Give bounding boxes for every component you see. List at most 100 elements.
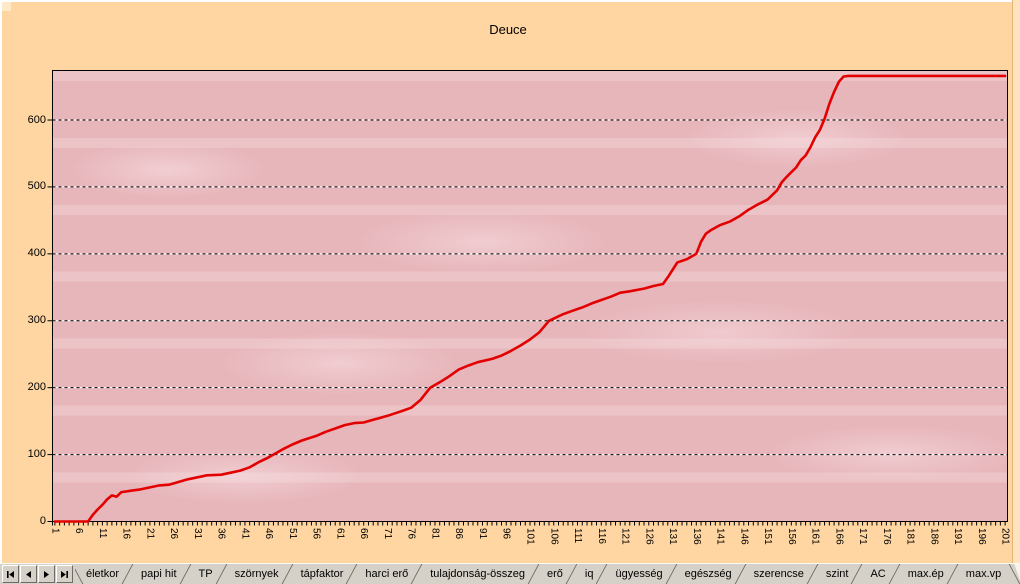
- sheet-tab-er-[interactable]: erő: [536, 564, 578, 584]
- sheet-tab-max-p[interactable]: max.ép: [897, 564, 959, 584]
- x-axis-label: 156: [785, 527, 797, 545]
- sheet-tab-eg-szs-g[interactable]: egészség: [674, 564, 746, 584]
- tab-scroll-buttons: [0, 564, 75, 584]
- sheet-tab--gyess-g[interactable]: ügyesség: [604, 564, 677, 584]
- x-axis-label: 96: [500, 527, 512, 539]
- x-axis-label: 166: [833, 527, 845, 545]
- sheet-tab-label: iq: [584, 568, 594, 580]
- x-axis-label: 31: [191, 527, 203, 539]
- x-axis-label: 61: [334, 527, 346, 539]
- plot-area[interactable]: [53, 71, 1007, 521]
- last-sheet-button[interactable]: [56, 565, 73, 583]
- x-axis-label: 26: [168, 527, 180, 539]
- x-axis-label: 121: [619, 527, 631, 545]
- chart-canvas: [47, 70, 1008, 526]
- sheet-tab-label: ügyesség: [615, 568, 663, 580]
- first-sheet-button[interactable]: [2, 565, 19, 583]
- sheet-tab-papi-hit[interactable]: papi hit: [130, 564, 191, 584]
- sheet-tab-harci-er-[interactable]: harci erő: [354, 564, 423, 584]
- previous-sheet-icon: [26, 570, 31, 578]
- y-axis-label: 300: [27, 314, 46, 327]
- sheet-tab-t-pfaktor[interactable]: tápfaktor: [290, 564, 358, 584]
- sheet-tab-ac[interactable]: AC: [859, 564, 901, 584]
- x-axis-label: 76: [405, 527, 417, 539]
- sheet-tab-label: max.ép: [907, 568, 944, 580]
- x-axis-label: 186: [928, 527, 940, 545]
- x-axis-label: 101: [524, 527, 536, 545]
- x-axis-label: 46: [263, 527, 275, 539]
- x-axis-label: 161: [809, 527, 821, 545]
- sheet-tab-max-vp[interactable]: max.vp: [955, 564, 1012, 584]
- next-sheet-icon: [44, 570, 49, 578]
- sheet-tab--letkor[interactable]: életkor: [75, 564, 134, 584]
- sheet-tab-bar: életkor papi hit TP szörnyek tápfaktor harci …: [0, 563, 1020, 584]
- sheet-tab-label: TP: [198, 568, 213, 580]
- x-axis-label: 36: [215, 527, 227, 539]
- x-axis-label: 41: [239, 527, 251, 539]
- x-axis-label: 176: [880, 527, 892, 545]
- x-axis-label: 141: [714, 527, 726, 545]
- y-axis-label: 600: [27, 113, 46, 126]
- x-axis-label: 191: [952, 527, 964, 545]
- x-axis-label: 111: [572, 527, 583, 543]
- x-axis-label: 106: [548, 527, 560, 545]
- chart-title: Deuce: [489, 22, 527, 37]
- x-axis-label: 196: [975, 527, 987, 545]
- y-axis-label: 200: [27, 381, 46, 394]
- sheet-tab-label: tápfaktor: [300, 568, 344, 580]
- sheet-tab-label: erő: [547, 568, 563, 580]
- x-axis-label: 6: [73, 527, 85, 534]
- x-axis-label: 51: [286, 527, 298, 539]
- x-axis-label: 66: [358, 527, 370, 539]
- x-axis-label: 21: [144, 527, 156, 539]
- x-axis-label: 136: [690, 527, 702, 545]
- tab-edge: [75, 564, 84, 584]
- x-axis-label: 71: [381, 527, 393, 539]
- sheet-tab-tulajdons-g-sszeg[interactable]: tulajdonság-összeg: [419, 564, 540, 584]
- sheet-tab-label: harci erő: [365, 568, 409, 580]
- y-axis-label: 0: [39, 515, 46, 527]
- previous-sheet-button[interactable]: [20, 565, 37, 583]
- x-axis-label: 16: [120, 527, 132, 539]
- x-axis-label: 201: [999, 527, 1011, 545]
- first-sheet-icon: [7, 570, 14, 578]
- x-axis-label: 146: [738, 527, 750, 545]
- y-axis-label: 100: [27, 448, 46, 461]
- x-axis-label: 1: [49, 527, 61, 534]
- y-axis-label: 500: [27, 180, 46, 193]
- chart-area[interactable]: Deuce 0 100 200 300 400 500 600 1 6 11 16 21 26 31 36…: [0, 0, 1012, 563]
- x-axis-label: 116: [595, 527, 607, 544]
- sheet-tab-szerencse[interactable]: szerencse: [743, 564, 819, 584]
- sheet-tab-label: egészség: [684, 568, 732, 580]
- sheet-tab-sz-rnyek[interactable]: szörnyek: [224, 564, 293, 584]
- last-sheet-icon: [61, 570, 68, 578]
- sheet-tab-gonoszs-g[interactable]: gonoszság: [1008, 564, 1020, 584]
- y-axis-label: 400: [27, 247, 46, 260]
- sheet-tab-szint[interactable]: szint: [815, 564, 863, 584]
- sheet-tab-label: max.vp: [965, 568, 1002, 580]
- sheet-tab-label: szörnyek: [234, 568, 279, 580]
- sheet-tab-label: AC: [870, 568, 886, 580]
- x-axis-label: 81: [429, 527, 441, 539]
- right-edge-strip: [1012, 0, 1020, 563]
- plot-border: [52, 70, 1008, 522]
- x-axis-label: 171: [857, 527, 869, 545]
- x-axis-label: 181: [904, 527, 916, 545]
- sheet-tab-label: életkor: [86, 568, 120, 580]
- x-axis-label: 151: [762, 527, 774, 545]
- sheet-tab-label: szint: [825, 568, 849, 580]
- sheet-tab-label: papi hit: [141, 568, 177, 580]
- sheet-tab-tp[interactable]: TP: [188, 564, 227, 584]
- sheet-tabs: életkor papi hit TP szörnyek tápfaktor harci …: [75, 564, 1020, 584]
- sheet-tab-iq[interactable]: iq: [574, 564, 608, 584]
- next-sheet-button[interactable]: [38, 565, 55, 583]
- series-line-deuce: [53, 74, 1007, 523]
- x-axis-label: 126: [643, 527, 655, 545]
- x-axis-label: 86: [453, 527, 465, 539]
- x-axis-label: 131: [667, 527, 679, 545]
- x-axis-label: 11: [96, 527, 108, 538]
- sheet-tab-label: tulajdonság-összeg: [430, 568, 526, 580]
- sheet-corner-chip: [2, 2, 11, 11]
- sheet-tab-label: szerencse: [753, 568, 804, 580]
